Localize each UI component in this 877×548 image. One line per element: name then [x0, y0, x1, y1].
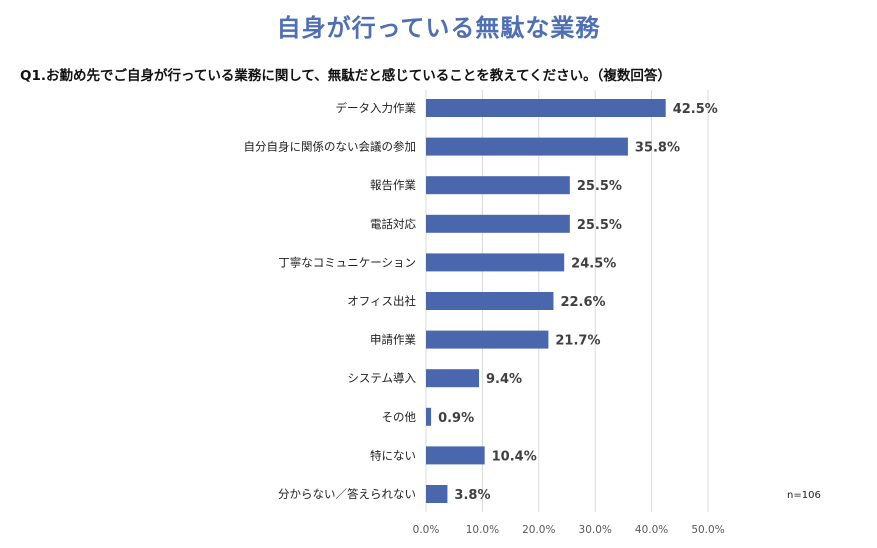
value-label: 0.9% — [438, 411, 474, 426]
x-tick-label: 30.0% — [579, 524, 612, 536]
bar — [426, 137, 628, 156]
bar — [426, 369, 480, 388]
bar — [426, 99, 666, 117]
value-label: 42.5% — [673, 102, 718, 117]
x-tick-label: 20.0% — [522, 524, 555, 536]
bar — [426, 292, 554, 310]
category-label: データ入力作業 — [336, 101, 417, 115]
category-label: 申請作業 — [370, 333, 416, 347]
chart-title: 自身が行っている無駄な業務 — [276, 14, 601, 42]
value-label: 35.8% — [635, 141, 680, 156]
category-label: 報告作業 — [370, 178, 416, 192]
category-label: その他 — [382, 410, 417, 424]
sample-size-note: n=106 — [787, 490, 821, 501]
value-label: 24.5% — [571, 256, 616, 271]
labels: 0.0% 10.0% 20.0% 30.0% 40.0% 50.0% データ入力作業 42.5… — [244, 101, 725, 536]
bar — [426, 253, 565, 272]
value-label: 22.6% — [560, 295, 605, 310]
category-label: 電話対応 — [370, 217, 416, 231]
value-label: 9.4% — [486, 372, 522, 387]
bar — [426, 485, 448, 503]
bar — [426, 407, 432, 426]
x-tick-label: 50.0% — [691, 524, 724, 536]
value-label: 10.4% — [492, 449, 537, 464]
category-label: 自分自身に関係のない会議の参加 — [244, 140, 417, 154]
x-tick-label: 0.0% — [413, 524, 440, 536]
bars — [426, 99, 666, 503]
value-label: 3.8% — [454, 488, 490, 503]
bar — [426, 214, 570, 233]
category-label: システム導入 — [347, 371, 416, 385]
category-label: オフィス出社 — [347, 294, 416, 308]
value-label: 25.5% — [577, 179, 622, 194]
chart-subtitle: Q1.お勤め先でご自身が行っている業務に関して、無駄だと感じていることを教えてく… — [20, 68, 671, 84]
bar — [426, 446, 485, 465]
x-tick-label: 10.0% — [466, 524, 499, 536]
category-label: 分からない／答えられない — [278, 487, 416, 501]
bar — [426, 330, 549, 349]
value-label: 25.5% — [577, 218, 622, 233]
category-label: 丁寧なコミュニケーション — [278, 255, 416, 269]
x-tick-label: 40.0% — [635, 524, 668, 536]
value-label: 21.7% — [555, 334, 600, 349]
category-label: 特にない — [370, 448, 416, 462]
bar — [426, 176, 570, 195]
